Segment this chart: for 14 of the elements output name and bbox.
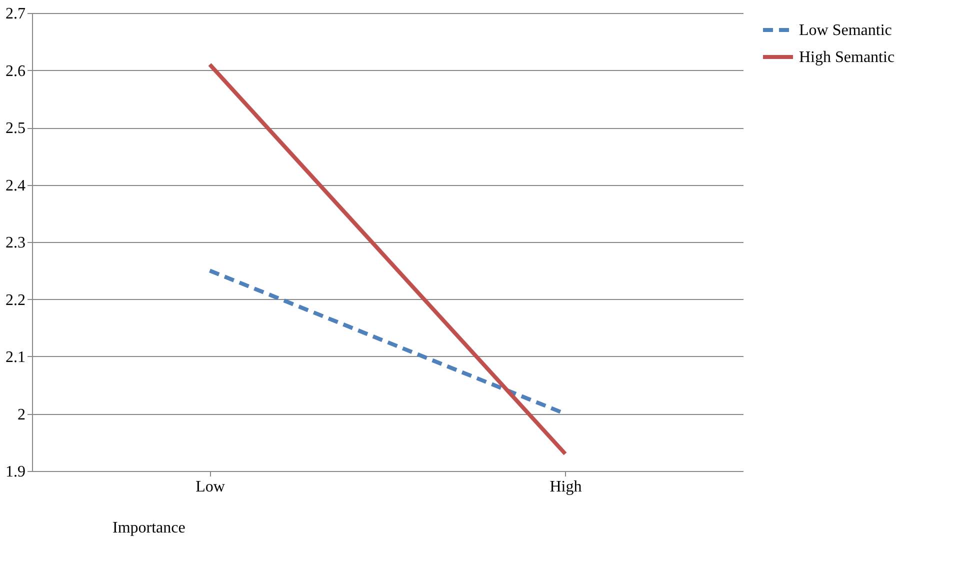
y-tick-label: 2.5 [6,120,26,137]
legend-label: High Semantic [799,49,895,66]
y-tick-label: 2.6 [6,62,26,80]
y-tick-label: 2.1 [6,349,26,366]
x-axis-title: Importance [112,520,186,536]
x-tick-label: High [550,478,582,496]
y-tick-label: 2 [18,406,26,424]
x-tick-label: Low [196,478,226,496]
y-tick-label: 2.2 [6,292,26,309]
y-tick-label: 2.3 [6,234,26,252]
y-tick-label: 2.4 [6,177,26,194]
y-tick-label: 1.9 [6,464,26,480]
legend-label: Low Semantic [799,22,892,39]
y-tick-label: 2.7 [6,6,26,22]
